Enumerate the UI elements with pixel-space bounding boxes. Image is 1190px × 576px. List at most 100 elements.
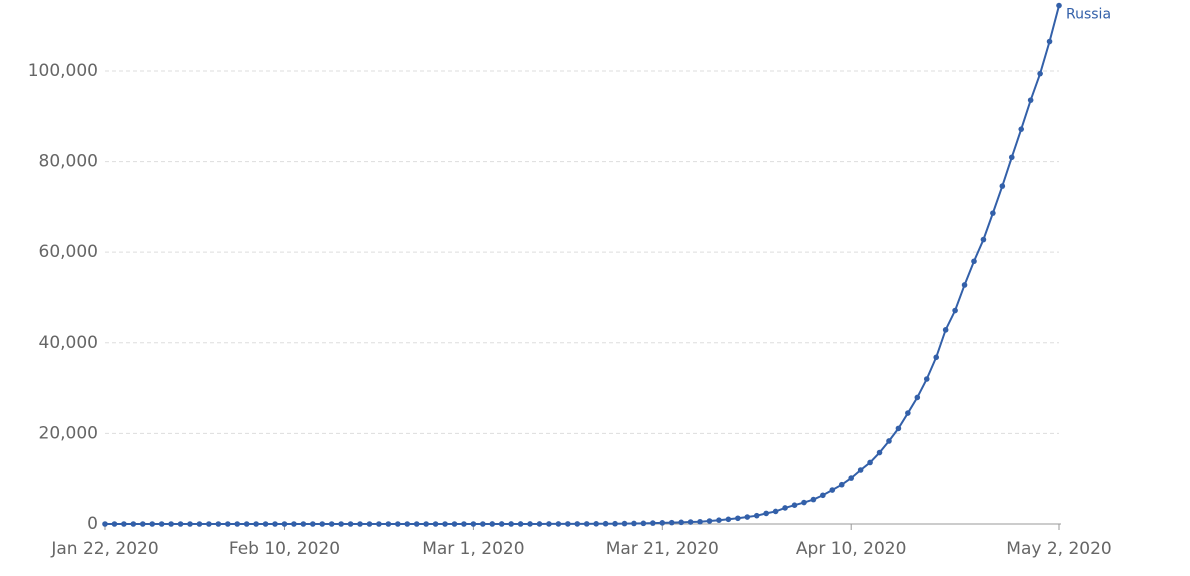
point [385,521,392,527]
point [149,521,156,527]
point [272,521,278,527]
point [546,521,552,527]
point [687,519,694,525]
point [357,521,363,527]
y-tick-label: 0 [87,514,98,534]
point [121,521,127,527]
point [376,521,382,527]
point [725,516,732,523]
point [470,521,477,527]
point [224,521,231,527]
point [1027,97,1034,103]
point [1037,70,1043,77]
point [574,521,581,527]
point [432,521,439,527]
x-tick-label: Mar 1, 2020 [422,539,524,559]
point [480,521,486,527]
point [990,210,996,216]
point [640,520,647,527]
y-tick-label: 60,000 [39,242,98,262]
point [196,521,203,527]
point [829,487,836,493]
point [300,521,307,527]
point [612,520,618,527]
point [451,521,458,527]
point [555,521,562,527]
point [338,521,344,527]
point [886,438,892,444]
point [404,521,411,527]
y-tick-label: 40,000 [39,333,98,353]
point [413,521,420,527]
point [895,425,902,432]
point [602,520,609,527]
point [130,521,137,527]
point [215,521,222,527]
point [102,521,108,527]
point [168,521,174,527]
point [395,521,401,527]
point [971,258,977,265]
point [782,505,788,511]
point [631,520,637,527]
point [952,307,958,314]
point [262,521,269,527]
point [659,520,666,526]
x-tick-label: May 2, 2020 [1006,539,1111,559]
line [105,5,1060,525]
point [111,521,118,527]
point [291,521,297,527]
x-tick-label: Mar 21, 2020 [606,539,719,559]
point [328,521,335,527]
point [753,512,760,519]
point [716,517,722,523]
y-tick-label: 100,000 [28,61,98,81]
point [961,282,968,288]
point [508,521,514,527]
point [876,449,883,456]
point [706,518,713,524]
point [423,521,429,527]
point [650,520,656,526]
point [791,502,798,509]
x-tick-label: Jan 22, 2020 [50,539,158,559]
point [442,521,448,527]
point [744,514,751,520]
point [980,236,987,243]
point [867,459,873,466]
point [187,521,193,527]
point [697,518,703,525]
y-tick-label: 20,000 [39,423,98,443]
point [253,521,259,527]
point [1056,2,1062,9]
point [489,521,496,527]
point [565,521,571,527]
point [517,521,524,527]
point [461,521,467,527]
point [923,376,930,382]
point [593,520,599,527]
point [1018,126,1025,132]
point [735,515,741,522]
x-tick-label: Apr 10, 2020 [796,539,907,559]
point [621,520,628,527]
point [848,475,854,481]
point [319,521,326,527]
point [820,492,826,499]
point [905,410,911,416]
point [678,519,684,526]
point [281,521,288,527]
point [763,510,769,517]
point [857,467,864,473]
point [536,521,543,527]
point [838,481,845,488]
point [310,521,316,527]
point [243,521,250,527]
point [206,521,212,527]
point [234,521,241,527]
point [1046,38,1053,45]
point [942,327,949,333]
point [772,508,779,515]
point [583,521,590,527]
